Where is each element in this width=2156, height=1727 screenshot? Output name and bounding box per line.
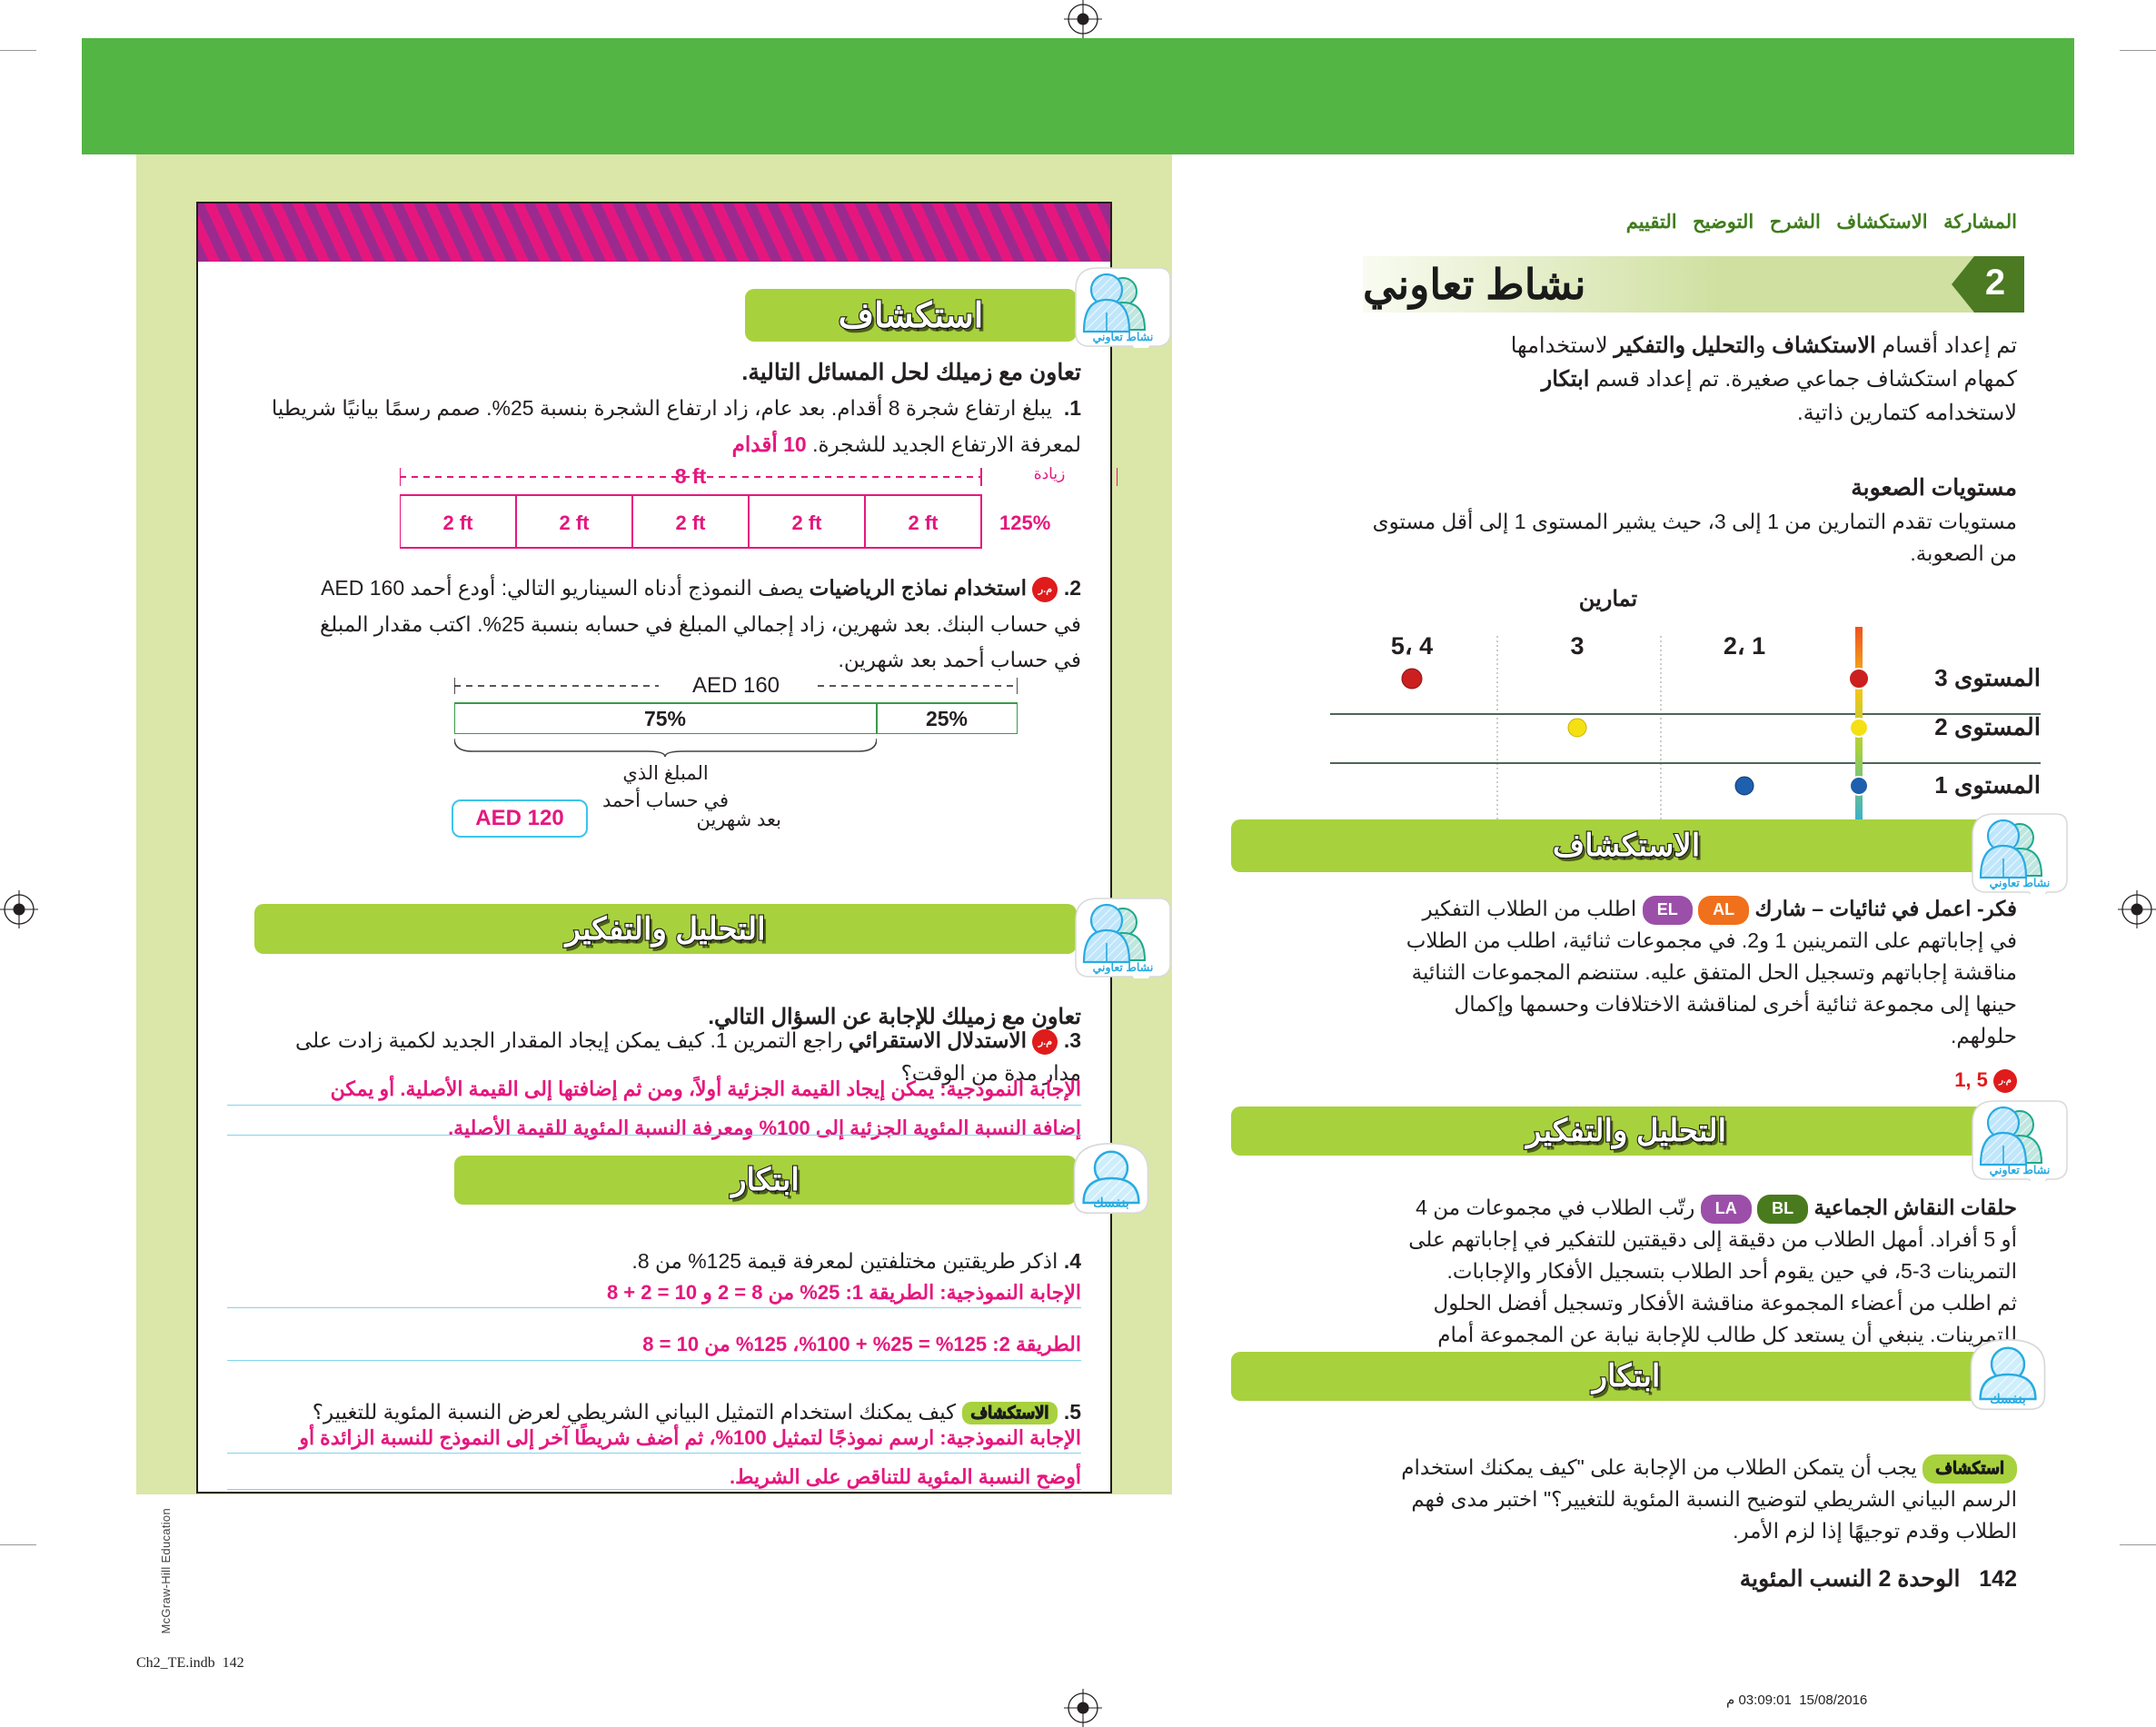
svg-text:2 ft: 2 ft: [676, 511, 707, 534]
svg-text:5، 4: 5، 4: [1391, 632, 1433, 660]
svg-text:المستوى 3: المستوى 3: [1934, 664, 2041, 692]
svg-text:المستوى 2: المستوى 2: [1934, 713, 2041, 741]
svg-text:2 ft: 2 ft: [792, 511, 823, 534]
svg-text:2، 1: 2، 1: [1724, 632, 1765, 660]
svg-text:2: 2: [1985, 263, 2005, 303]
svg-text:25%: 25%: [926, 707, 968, 730]
svg-text:8 ft: 8 ft: [675, 464, 707, 488]
svg-text:2 ft: 2 ft: [560, 511, 591, 534]
svg-text:3: 3: [1570, 632, 1584, 660]
svg-text:125%: 125%: [999, 511, 1050, 534]
svg-text:زيادة: زيادة: [1034, 465, 1066, 483]
svg-text:المستوى 1: المستوى 1: [1934, 771, 2041, 799]
svg-text:2 ft: 2 ft: [909, 511, 939, 534]
svg-text:2 ft: 2 ft: [443, 511, 474, 534]
svg-text:75%: 75%: [644, 707, 686, 730]
svg-text:AED 160: AED 160: [692, 673, 780, 698]
